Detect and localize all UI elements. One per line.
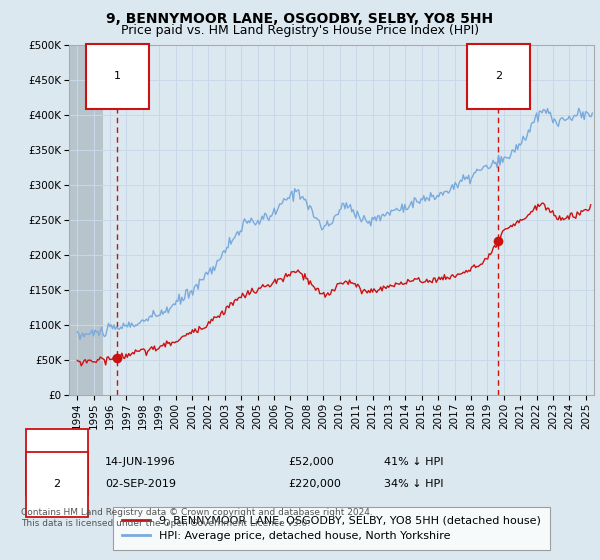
Text: Contains HM Land Registry data © Crown copyright and database right 2024.
This d: Contains HM Land Registry data © Crown c… [21,508,373,528]
Text: £220,000: £220,000 [288,479,341,489]
Legend: 9, BENNYMOOR LANE, OSGODBY, SELBY, YO8 5HH (detached house), HPI: Average price,: 9, BENNYMOOR LANE, OSGODBY, SELBY, YO8 5… [113,507,550,550]
Text: Price paid vs. HM Land Registry's House Price Index (HPI): Price paid vs. HM Land Registry's House … [121,24,479,36]
Text: 9, BENNYMOOR LANE, OSGODBY, SELBY, YO8 5HH: 9, BENNYMOOR LANE, OSGODBY, SELBY, YO8 5… [106,12,494,26]
Text: 02-SEP-2019: 02-SEP-2019 [105,479,176,489]
Text: 41% ↓ HPI: 41% ↓ HPI [384,457,443,467]
Text: 2: 2 [495,71,502,81]
Text: 1: 1 [114,71,121,81]
Bar [69,45,103,395]
Text: £52,000: £52,000 [288,457,334,467]
Text: 14-JUN-1996: 14-JUN-1996 [105,457,176,467]
Text: 34% ↓ HPI: 34% ↓ HPI [384,479,443,489]
Text: 2: 2 [53,479,61,489]
Text: 1: 1 [53,457,61,467]
